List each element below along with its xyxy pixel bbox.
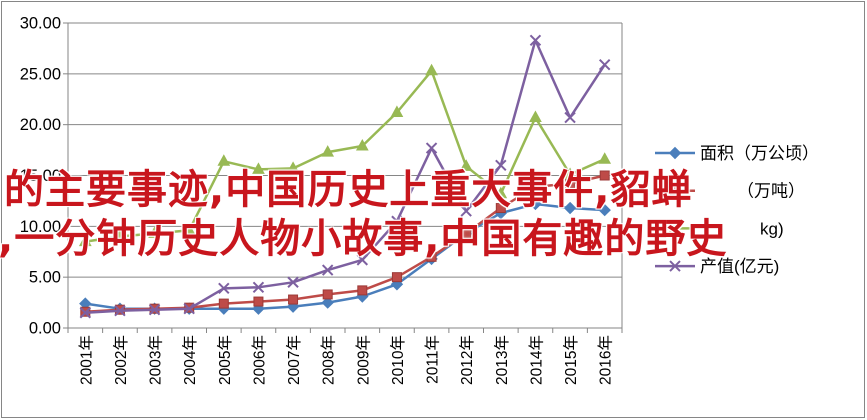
legend-label: （万吨） [737, 182, 805, 201]
series-3-line [85, 69, 606, 243]
series-4-point [425, 142, 438, 154]
series-4-line [85, 39, 606, 315]
series-1-point [598, 203, 611, 217]
series-4-point [287, 276, 299, 288]
y-tick-label: 0.00 [29, 320, 61, 338]
series-4-point [391, 215, 403, 227]
series-4 [79, 34, 611, 319]
series-3-point [355, 138, 369, 151]
legend-label: 面积（万公顷） [700, 144, 819, 163]
series-4-point [252, 281, 265, 294]
overlay-headline-1: 的主要事迹,中国历史上重大事件,貂蝉 [4, 167, 693, 213]
series-4-point [356, 254, 369, 266]
series-3-point [459, 159, 473, 171]
series-1-point [529, 197, 542, 211]
legend-marker [668, 221, 682, 233]
x-tick-label: 2007年 [285, 335, 303, 385]
series-3-point [598, 152, 612, 164]
series-2-point [357, 285, 368, 296]
x-tick-label: 2002年 [112, 335, 130, 385]
series-3-point [286, 161, 300, 173]
series-4-point [114, 305, 126, 317]
series-2-point [599, 170, 610, 181]
series-3-point [390, 105, 404, 117]
y-tick-label: 30.00 [20, 15, 61, 33]
y-tick-label: 5.00 [29, 269, 61, 287]
x-tick-label: 2016年 [597, 335, 615, 385]
legend: 面积（万公顷） （万吨） kg) 产值(亿元) [655, 144, 819, 276]
series-4-point [598, 58, 611, 71]
legend-label: kg) [760, 219, 784, 238]
overlay-headline-2: ,一分钟历史人物小故事,中国有趣的野史 [0, 216, 728, 262]
series-1-point [563, 201, 577, 215]
y-tick-label: 20.00 [20, 116, 61, 134]
x-tick-label: 2003年 [147, 335, 165, 385]
series-3-point [321, 145, 335, 157]
y-tick-label: 10.00 [20, 218, 61, 236]
series-4-point [564, 111, 576, 124]
x-tick-label: 2015年 [562, 335, 580, 385]
y-tick-label: 25.00 [20, 65, 61, 83]
x-tick-label: 2001年 [77, 335, 95, 385]
x-tick-label: 2011年 [424, 335, 442, 384]
series-3-point [563, 167, 577, 179]
legend-marker [670, 185, 680, 196]
series-2-point [253, 296, 264, 307]
series-2-point [391, 272, 402, 283]
axes: 0.00 5.00 10.00 15.00 20.00 25.00 30.00 2001年 20… [20, 15, 623, 385]
series-3-point [78, 234, 92, 247]
series-4-point [495, 159, 507, 172]
series-2-point [565, 178, 576, 189]
x-tick-label: 2012年 [458, 335, 476, 385]
series-3-point [182, 223, 196, 235]
series-4-point [148, 303, 161, 316]
series-4-point [183, 302, 195, 315]
series-3-point [148, 226, 161, 238]
series-3-point [217, 154, 231, 166]
series-2-point [218, 298, 229, 309]
series-3-point [529, 110, 542, 123]
legend-item-2: （万吨） [655, 182, 805, 201]
series-2-point [530, 181, 541, 192]
x-tick-label: 2009年 [354, 335, 372, 385]
legend-label: 产值(亿元) [700, 257, 779, 276]
series-2-point [426, 251, 437, 262]
series-2-point [495, 203, 506, 214]
series-2-point [288, 294, 299, 305]
x-tick-label: 2010年 [389, 335, 407, 385]
x-tick-label: 2008年 [320, 335, 338, 385]
x-tick-label: 2006年 [250, 335, 268, 385]
legend-marker [668, 146, 682, 160]
series [78, 34, 612, 319]
series-3 [78, 63, 612, 247]
legend-item-1: 面积（万公顷） [655, 144, 819, 163]
legend-item-3: kg) [655, 219, 784, 238]
x-tick-label: 2013年 [493, 335, 511, 385]
series-4-point [529, 34, 542, 46]
series-3-point [425, 63, 438, 76]
series-3-point [113, 229, 127, 241]
series-3-point [494, 186, 508, 199]
series-4-point [218, 282, 230, 295]
series-4-point [79, 307, 92, 319]
legend-marker [669, 260, 681, 272]
legend-item-4: 产值(亿元) [655, 257, 779, 276]
series-4-point [321, 264, 334, 276]
x-tick-label: 2004年 [181, 335, 199, 385]
series-2-point [461, 228, 472, 239]
y-tick-label: 15.00 [20, 167, 61, 185]
series-3-point [252, 162, 265, 174]
x-tick-label: 2005年 [216, 335, 234, 385]
series-4-point [460, 205, 472, 217]
series-2-point [322, 289, 333, 300]
x-tick-label: 2014年 [527, 335, 545, 385]
series-1-point [321, 296, 334, 309]
